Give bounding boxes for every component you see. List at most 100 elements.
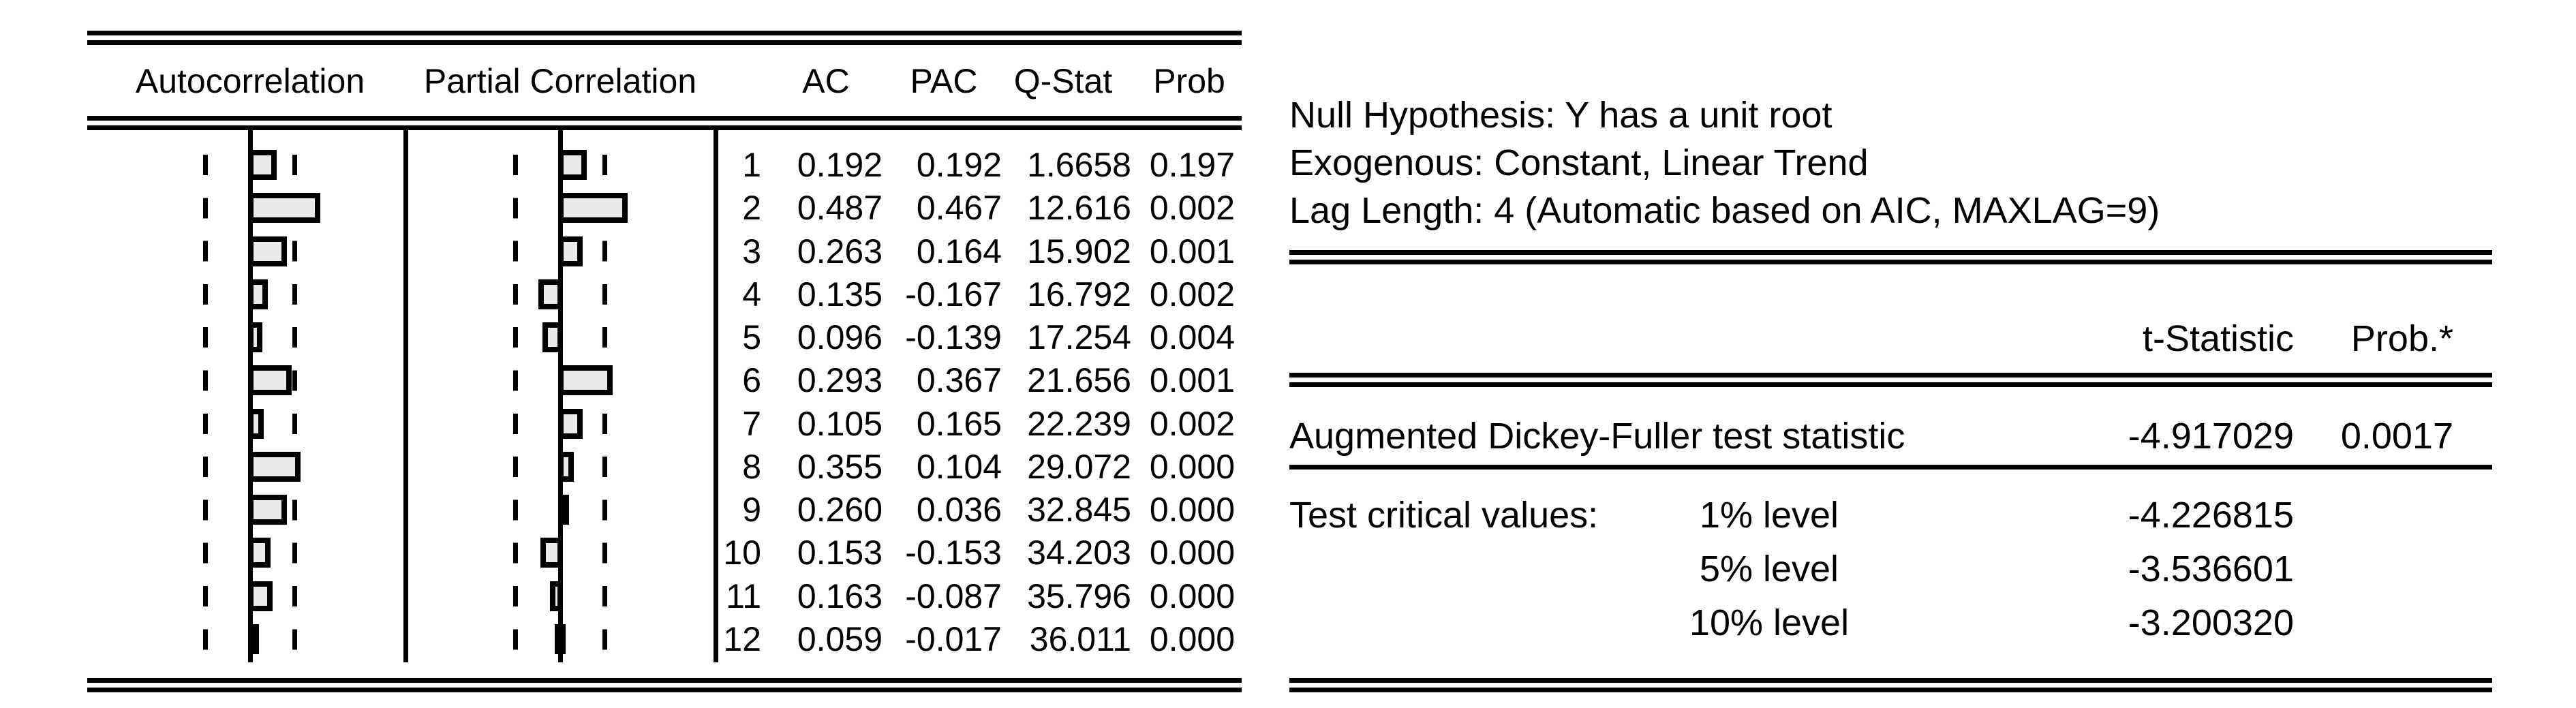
exogenous-line: Exogenous: Constant, Linear Trend <box>1289 142 1869 183</box>
pac-bar <box>550 581 563 611</box>
cell-pac: 0.192 <box>916 146 1002 184</box>
cell-lag: 11 <box>726 577 761 615</box>
cell-pac: -0.017 <box>905 620 1002 658</box>
column-header-t-statistic: t-Statistic <box>2142 318 2294 359</box>
cell-ac: 0.096 <box>797 318 883 356</box>
cell-pac: -0.167 <box>905 275 1002 313</box>
cell-lag: 5 <box>742 318 761 356</box>
table-rule <box>87 116 1242 121</box>
column-header-q-stat: Q-Stat <box>1013 62 1113 100</box>
cell-ac: 0.059 <box>797 620 883 658</box>
critical-value-number: -3.200320 <box>2128 602 2294 643</box>
cell-prob: 0.002 <box>1149 275 1235 313</box>
pac-bar <box>558 495 569 525</box>
cell-lag: 2 <box>742 189 761 227</box>
cell-q-stat: 21.656 <box>1027 361 1131 399</box>
cell-prob: 0.000 <box>1149 491 1235 529</box>
ac-bar <box>248 279 268 309</box>
adf-test-label: Augmented Dickey-Fuller test statistic <box>1289 416 1905 457</box>
ac-bar <box>248 236 287 266</box>
cell-prob: 0.000 <box>1149 620 1235 658</box>
critical-value-level: 10% level <box>1689 602 1850 643</box>
cell-lag: 9 <box>742 491 761 529</box>
pac-bar <box>558 409 583 439</box>
panel-divider <box>403 130 408 662</box>
cell-pac: 0.104 <box>916 448 1002 486</box>
adf-t-statistic-value: -4.917029 <box>2128 416 2294 457</box>
cell-pac: 0.164 <box>916 232 1002 271</box>
table-rule <box>87 125 1242 130</box>
ac-bar <box>248 193 320 223</box>
cell-pac: 0.467 <box>916 189 1002 227</box>
cell-q-stat: 34.203 <box>1027 534 1131 572</box>
cell-prob: 0.001 <box>1149 361 1235 399</box>
pac-bar <box>540 538 563 568</box>
ac-confidence-band-left <box>203 155 208 659</box>
pac-bar <box>558 150 587 180</box>
pac-bar <box>558 236 583 266</box>
cell-prob: 0.001 <box>1149 232 1235 271</box>
cell-q-stat: 22.239 <box>1027 405 1131 443</box>
cell-pac: 0.367 <box>916 361 1002 399</box>
adf-prob-value: 0.0017 <box>2340 416 2453 457</box>
cell-lag: 7 <box>742 405 761 443</box>
table-rule <box>1289 678 2492 683</box>
ac-bar <box>248 581 273 611</box>
ac-bar <box>248 538 271 568</box>
critical-values-label: Test critical values: <box>1289 495 1599 536</box>
cell-ac: 0.355 <box>797 448 883 486</box>
pac-zero-axis <box>558 130 563 662</box>
cell-lag: 4 <box>742 275 761 313</box>
column-header-partial-correlation: Partial Correlation <box>423 62 697 100</box>
null-hypothesis-line: Null Hypothesis: Y has a unit root <box>1289 95 1833 136</box>
ac-confidence-band-right <box>292 155 297 659</box>
cell-lag: 3 <box>742 232 761 271</box>
ac-bar <box>248 150 277 180</box>
lag-length-line: Lag Length: 4 (Automatic based on AIC, M… <box>1289 190 2160 231</box>
cell-ac: 0.105 <box>797 405 883 443</box>
table-rule <box>1289 688 2492 692</box>
column-header-prob: Prob <box>1153 62 1225 100</box>
table-rule <box>1289 250 2492 255</box>
cell-q-stat: 29.072 <box>1027 448 1131 486</box>
table-rule <box>1289 382 2492 387</box>
column-header-autocorrelation: Autocorrelation <box>135 62 365 100</box>
pac-bar <box>558 452 574 482</box>
cell-lag: 10 <box>723 534 761 572</box>
cell-prob: 0.002 <box>1149 405 1235 443</box>
cell-q-stat: 36.011 <box>1029 620 1131 658</box>
cell-pac: -0.153 <box>905 534 1002 572</box>
cell-prob: 0.000 <box>1149 448 1235 486</box>
ac-bar <box>248 409 264 439</box>
cell-lag: 1 <box>742 146 761 184</box>
column-header-ac: AC <box>802 62 850 100</box>
critical-value-number: -3.536601 <box>2128 549 2294 589</box>
pac-bar <box>542 322 563 352</box>
critical-value-level: 5% level <box>1699 549 1839 589</box>
cell-prob: 0.004 <box>1149 318 1235 356</box>
cell-q-stat: 17.254 <box>1027 318 1131 356</box>
column-header-prob-star: Prob.* <box>2350 318 2453 359</box>
column-header-pac: PAC <box>910 62 978 100</box>
ac-zero-axis <box>248 130 253 662</box>
table-rule <box>87 678 1242 683</box>
cell-ac: 0.487 <box>797 189 883 227</box>
table-rule <box>87 31 1242 35</box>
cell-q-stat: 35.796 <box>1027 577 1131 615</box>
table-rule <box>1289 465 2492 470</box>
cell-q-stat: 1.6658 <box>1027 146 1131 184</box>
cell-pac: -0.139 <box>905 318 1002 356</box>
cell-lag: 8 <box>742 448 761 486</box>
pac-bar <box>558 365 613 395</box>
pac-confidence-band-left <box>513 155 518 659</box>
ac-bar <box>248 495 287 525</box>
cell-ac: 0.293 <box>797 361 883 399</box>
cell-ac: 0.153 <box>797 534 883 572</box>
pac-confidence-band-right <box>602 155 607 659</box>
table-rule <box>1289 260 2492 264</box>
table-rule <box>87 688 1242 692</box>
cell-prob: 0.000 <box>1149 577 1235 615</box>
critical-value-number: -4.226815 <box>2128 495 2294 536</box>
cell-ac: 0.135 <box>797 275 883 313</box>
